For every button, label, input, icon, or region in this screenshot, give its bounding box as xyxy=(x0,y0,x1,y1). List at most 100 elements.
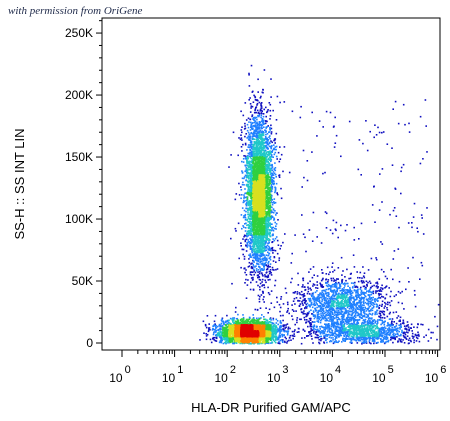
event-point xyxy=(325,317,327,320)
event-point xyxy=(226,323,229,325)
event-point xyxy=(358,339,361,342)
event-point xyxy=(276,301,279,303)
event-point xyxy=(282,328,284,330)
event-point xyxy=(369,300,371,303)
event-point xyxy=(347,319,350,321)
event-point xyxy=(293,333,295,335)
event-point xyxy=(280,187,282,190)
event-point xyxy=(351,331,354,334)
event-point xyxy=(259,279,262,281)
event-point xyxy=(247,166,250,169)
event-point xyxy=(380,331,383,334)
event-point xyxy=(272,229,275,232)
event-point xyxy=(362,311,365,314)
event-point xyxy=(264,323,267,325)
event-point xyxy=(299,303,302,305)
event-point xyxy=(361,291,364,294)
event-point xyxy=(266,165,268,167)
event-point xyxy=(266,236,268,239)
event-point xyxy=(316,334,318,336)
event-point xyxy=(303,310,305,312)
event-point xyxy=(370,321,372,323)
event-point xyxy=(285,330,287,333)
event-point xyxy=(265,264,267,266)
event-point xyxy=(328,320,330,322)
event-point xyxy=(269,271,272,273)
event-point xyxy=(368,318,370,320)
event-point xyxy=(331,304,334,306)
event-point xyxy=(267,228,269,231)
event-point xyxy=(269,115,272,117)
event-point xyxy=(332,271,334,273)
event-point xyxy=(338,340,340,342)
event-point xyxy=(306,292,309,295)
event-point xyxy=(320,292,322,294)
event-point xyxy=(325,278,327,281)
event-point xyxy=(330,318,333,320)
event-point xyxy=(306,312,309,314)
event-point xyxy=(269,248,271,250)
event-point xyxy=(344,302,346,304)
event-point xyxy=(310,289,312,291)
event-point xyxy=(306,160,309,162)
event-point xyxy=(263,108,265,111)
event-point xyxy=(278,303,281,306)
event-point xyxy=(309,322,311,324)
event-point xyxy=(322,308,324,311)
event-point xyxy=(254,308,257,311)
event-point xyxy=(260,131,263,134)
event-point xyxy=(242,314,244,316)
event-point xyxy=(328,300,330,302)
event-point xyxy=(260,317,262,319)
event-point xyxy=(246,137,248,139)
event-point xyxy=(291,318,294,321)
event-point xyxy=(331,331,333,334)
event-point xyxy=(395,322,398,325)
event-point xyxy=(347,333,349,335)
event-point xyxy=(334,298,336,300)
event-point xyxy=(341,278,344,281)
event-point xyxy=(318,300,321,303)
event-point xyxy=(302,299,304,302)
event-point xyxy=(268,136,270,139)
event-point xyxy=(258,153,260,155)
event-point xyxy=(345,312,347,315)
event-point xyxy=(253,132,255,135)
event-point xyxy=(323,295,326,298)
event-point xyxy=(241,183,244,186)
event-point xyxy=(245,204,248,207)
event-point xyxy=(271,167,273,169)
event-point xyxy=(250,209,252,211)
event-point xyxy=(250,160,253,162)
event-point xyxy=(252,238,254,241)
event-point xyxy=(333,283,336,286)
event-point xyxy=(215,333,218,336)
event-point xyxy=(388,318,391,320)
event-point xyxy=(369,288,371,291)
event-point xyxy=(293,292,296,294)
event-point xyxy=(270,210,273,212)
event-point xyxy=(233,342,235,345)
event-point xyxy=(248,178,250,180)
event-point xyxy=(310,330,312,332)
event-point xyxy=(382,131,385,133)
event-point xyxy=(247,117,250,120)
event-point xyxy=(400,338,402,341)
event-point xyxy=(360,222,363,225)
event-point xyxy=(214,336,216,339)
event-point xyxy=(280,328,282,331)
event-point xyxy=(320,313,322,315)
event-point xyxy=(274,167,277,169)
event-point xyxy=(357,312,360,315)
event-point xyxy=(371,326,374,329)
event-point xyxy=(302,312,305,314)
event-point xyxy=(246,224,248,227)
event-point xyxy=(280,322,283,324)
event-point xyxy=(267,232,270,234)
event-point xyxy=(314,333,317,335)
event-point xyxy=(368,306,371,308)
event-point xyxy=(371,317,373,319)
event-point xyxy=(267,238,270,240)
event-point xyxy=(342,318,345,320)
event-point xyxy=(333,297,335,300)
